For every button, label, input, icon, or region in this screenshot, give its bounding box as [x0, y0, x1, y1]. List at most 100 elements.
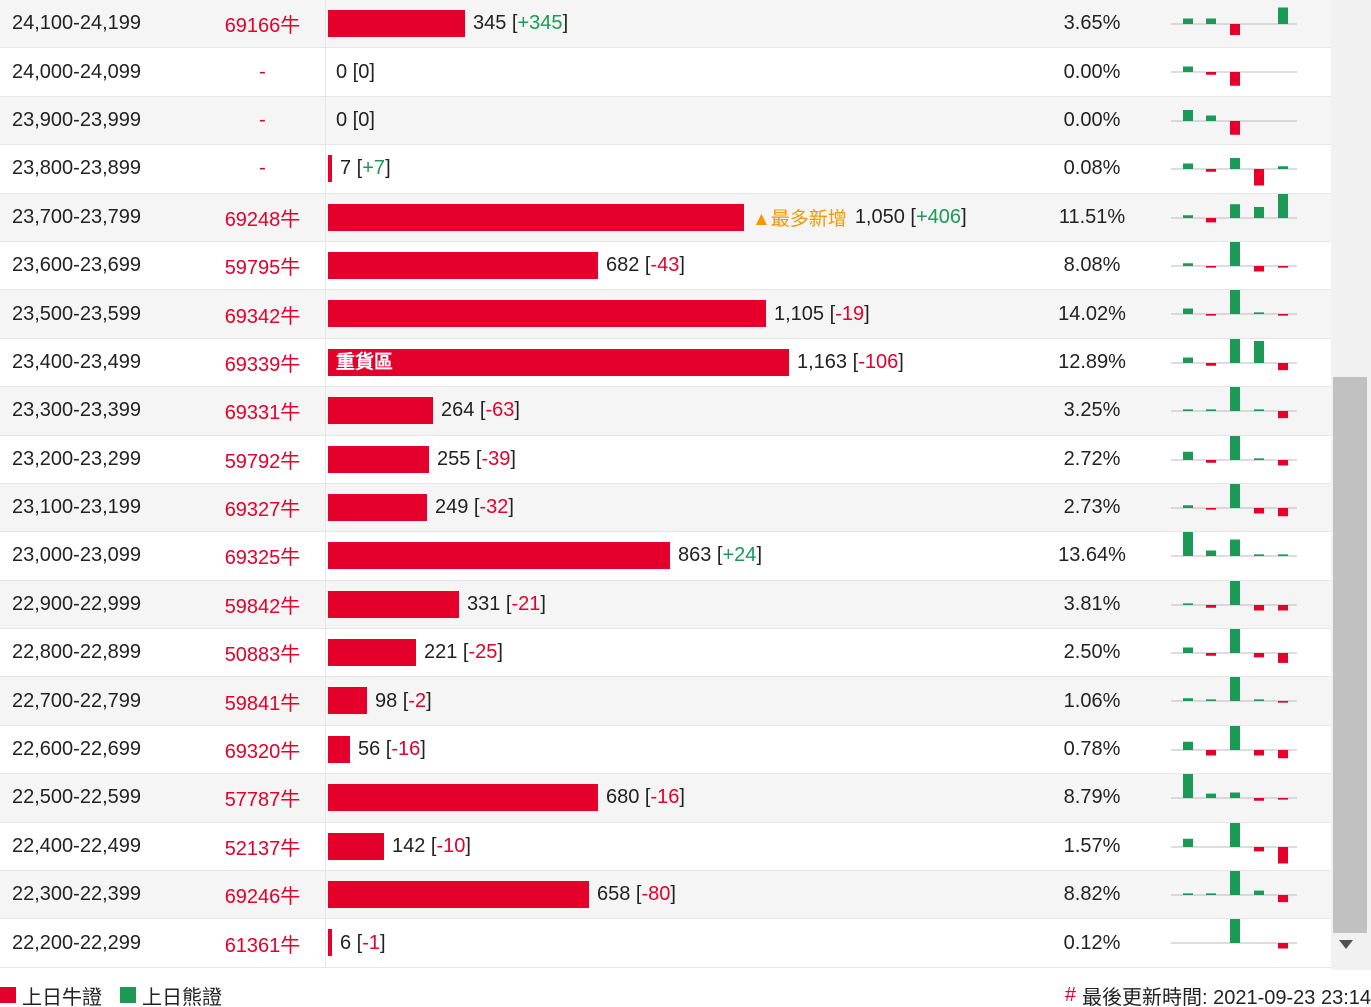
- sparkline-svg: [1171, 822, 1297, 864]
- percentage: 2.73%: [1063, 496, 1121, 519]
- sparkline-bar: [1183, 451, 1193, 460]
- sparkline-bar: [1230, 338, 1240, 363]
- scrollbar[interactable]: [1331, 0, 1371, 970]
- sparkline-svg: [1171, 109, 1297, 135]
- volume-bar-cell: 863 [+24]: [327, 532, 1017, 580]
- warrant-code-link[interactable]: 69339牛: [200, 338, 326, 387]
- volume-bar-cell: 重貨區 1,163 [-106]: [327, 338, 1017, 387]
- trend-sparkline: [1167, 145, 1331, 192]
- trend-sparkline: [1167, 532, 1331, 579]
- price-range: 22,600-22,699: [12, 738, 142, 761]
- volume-bar-cell: 142 [-10]: [327, 822, 1017, 871]
- price-range: 24,100-24,199: [12, 12, 142, 35]
- volume-change: 0: [358, 108, 370, 131]
- warrant-code-link[interactable]: 52137牛: [200, 822, 326, 871]
- volume-value: 0 [0]: [336, 60, 375, 83]
- sparkline-bar: [1230, 241, 1240, 266]
- warrant-code-link[interactable]: 57787牛: [200, 774, 326, 822]
- sparkline-bar: [1206, 362, 1216, 366]
- warrant-code-link[interactable]: 69248牛: [200, 193, 326, 241]
- volume-change: -2: [408, 689, 427, 712]
- warrant-code-link[interactable]: 69166牛: [200, 0, 326, 48]
- price-range: 22,800-22,899: [12, 641, 142, 664]
- sparkline-bar: [1254, 890, 1264, 896]
- volume-bar: 重貨區: [328, 348, 789, 376]
- volume-number: 6: [340, 931, 352, 954]
- volume-value: 1,105 [-19]: [774, 302, 870, 325]
- warrant-code-link[interactable]: 50883牛: [200, 629, 326, 677]
- legend-bear: 上日熊證: [120, 981, 222, 1007]
- warrant-code-link[interactable]: 59842牛: [200, 580, 326, 629]
- bear-swatch-icon: [120, 987, 136, 1003]
- volume-bar: [328, 300, 766, 328]
- sparkline-svg: [1171, 580, 1297, 611]
- volume-number: 680: [606, 786, 640, 809]
- sparkline-bar: [1230, 72, 1240, 87]
- volume-bar-cell: ▲最多新增 1,050 [+406]: [327, 194, 1017, 241]
- warrant-code-link[interactable]: 69342牛: [200, 290, 326, 338]
- volume-bar: [328, 251, 598, 279]
- volume-number: 682: [606, 254, 640, 277]
- warrant-code-link[interactable]: 59795牛: [200, 241, 326, 290]
- warrant-code-link: -: [200, 145, 326, 193]
- sparkline-svg: [1171, 241, 1297, 272]
- warrant-code-link: -: [200, 96, 326, 145]
- warrant-code-link: -: [200, 48, 326, 96]
- sparkline-bar: [1278, 362, 1288, 370]
- sparkline-bar: [1206, 604, 1216, 608]
- table-row: 23,500-23,599 69342牛 1,105 [-19] 14.02%: [0, 290, 1331, 339]
- volume-bar-cell: 680 [-16]: [327, 774, 1017, 821]
- volume-value: 0 [0]: [336, 108, 375, 131]
- warrant-code-link[interactable]: 69246牛: [200, 871, 326, 919]
- trend-sparkline: [1167, 435, 1331, 483]
- volume-bar-cell: 56 [-16]: [327, 725, 1017, 774]
- sparkline-bar: [1183, 308, 1193, 315]
- table-row: 23,700-23,799 69248牛 ▲最多新增 1,050 [+406] 11.5…: [0, 193, 1331, 242]
- hash-icon: #: [1064, 983, 1076, 1006]
- trend-sparkline: [1167, 48, 1331, 95]
- warrant-code-link[interactable]: 69327牛: [200, 483, 326, 532]
- sparkline-svg: [1171, 629, 1297, 663]
- table-row: 22,400-22,499 52137牛 142 [-10] 1.57%: [0, 822, 1331, 872]
- percentage: 14.02%: [1058, 302, 1126, 325]
- volume-bar-cell: 255 [-39]: [327, 435, 1017, 483]
- table-row: 22,200-22,299 61361牛 6 [-1] 0.12%: [0, 919, 1331, 968]
- volume-bar: [328, 542, 670, 570]
- trend-sparkline: [1167, 871, 1331, 918]
- price-range: 23,100-23,199: [12, 496, 142, 519]
- volume-change: -21: [511, 592, 541, 615]
- volume-bar-cell: 98 [-2]: [327, 677, 1017, 724]
- warrant-code-link[interactable]: 59841牛: [200, 677, 326, 725]
- scrollbar-thumb[interactable]: [1333, 377, 1367, 933]
- sparkline-bar: [1230, 203, 1240, 218]
- table-row: 22,600-22,699 69320牛 56 [-16] 0.78%: [0, 725, 1331, 775]
- volume-value: 680 [-16]: [606, 786, 685, 809]
- warrant-code-link[interactable]: 69325牛: [200, 532, 326, 580]
- volume-number: 345: [473, 12, 507, 35]
- sparkline-bar: [1278, 554, 1288, 557]
- sparkline-svg: [1171, 725, 1297, 759]
- warrant-code-link[interactable]: 59792牛: [200, 435, 326, 483]
- sparkline-svg: [1171, 387, 1297, 419]
- sparkline-bar: [1230, 822, 1240, 847]
- scroll-down-arrow-icon[interactable]: [1339, 940, 1353, 949]
- sparkline-bar: [1183, 532, 1193, 557]
- volume-bar: [328, 493, 427, 521]
- volume-value: 264 [-63]: [441, 399, 520, 422]
- percentage: 12.89%: [1058, 350, 1126, 373]
- warrant-code-link[interactable]: 69331牛: [200, 387, 326, 435]
- sparkline-bar: [1183, 698, 1193, 702]
- table-row: 22,300-22,399 69246牛 658 [-80] 8.82%: [0, 871, 1331, 920]
- volume-value: 56 [-16]: [358, 738, 426, 761]
- sparkline-svg: [1171, 435, 1297, 466]
- legend-bear-label: 上日熊證: [142, 986, 222, 1007]
- price-range: 23,400-23,499: [12, 350, 142, 373]
- sparkline-bar: [1230, 387, 1240, 412]
- sparkline-bar: [1230, 24, 1240, 35]
- warrant-code-link[interactable]: 69320牛: [200, 725, 326, 774]
- sparkline-bar: [1206, 749, 1216, 756]
- sparkline-svg: [1171, 193, 1297, 222]
- volume-number: 98: [375, 689, 398, 712]
- trend-sparkline: [1167, 387, 1331, 434]
- warrant-code-link[interactable]: 61361牛: [200, 919, 326, 967]
